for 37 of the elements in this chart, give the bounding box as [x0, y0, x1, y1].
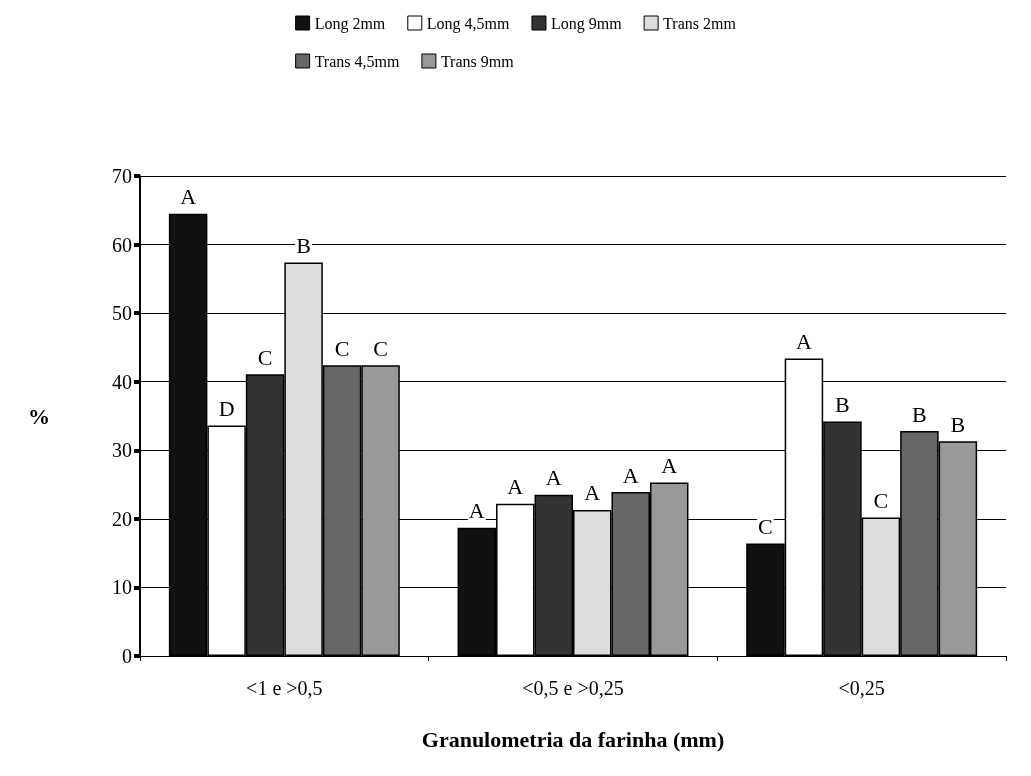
x-tick-label: <0,25 [838, 677, 885, 699]
data-label: B [296, 232, 311, 258]
data-label: A [180, 184, 197, 210]
y-tick-label: 60 [112, 233, 132, 256]
legend-label: Trans 9mm [440, 52, 515, 70]
x-tick-label: <1 e >0,5 [246, 677, 323, 699]
data-label: A [795, 328, 812, 354]
data-label: B [835, 391, 850, 417]
data-label: A [661, 453, 678, 479]
data-label: C [334, 335, 350, 361]
data-label: C [873, 487, 889, 513]
legend-label: Long 2mm [314, 14, 386, 33]
y-tick-label: 0 [122, 645, 132, 667]
y-tick-label: 70 [112, 165, 132, 187]
data-label: B [912, 401, 927, 427]
data-label: A [507, 474, 524, 500]
data-label: A [584, 480, 601, 506]
y-tick-label: 30 [112, 439, 132, 462]
data-label: C [257, 344, 273, 370]
y-axis-title: % [28, 403, 50, 429]
data-label: A [622, 462, 639, 488]
x-tick-label: <0,5 e >0,25 [522, 677, 624, 699]
y-tick-label: 20 [112, 507, 132, 530]
x-axis-title: Granulometria da farinha (mm) [421, 726, 725, 752]
legend-label: Long 9mm [550, 14, 623, 33]
data-label: B [950, 411, 966, 437]
legend-label: Trans 4,5mm [314, 52, 400, 70]
y-tick-label: 10 [112, 576, 132, 599]
data-label: A [468, 498, 485, 524]
y-tick-label: 40 [112, 370, 132, 393]
y-tick-label: 50 [112, 302, 132, 325]
data-label: C [373, 335, 388, 361]
legend-label: Trans 2mm [663, 14, 737, 32]
data-label: D [218, 396, 235, 422]
legend-label: Long 4,5mm [426, 14, 511, 33]
data-label: A [545, 465, 562, 491]
data-label: C [758, 514, 773, 540]
